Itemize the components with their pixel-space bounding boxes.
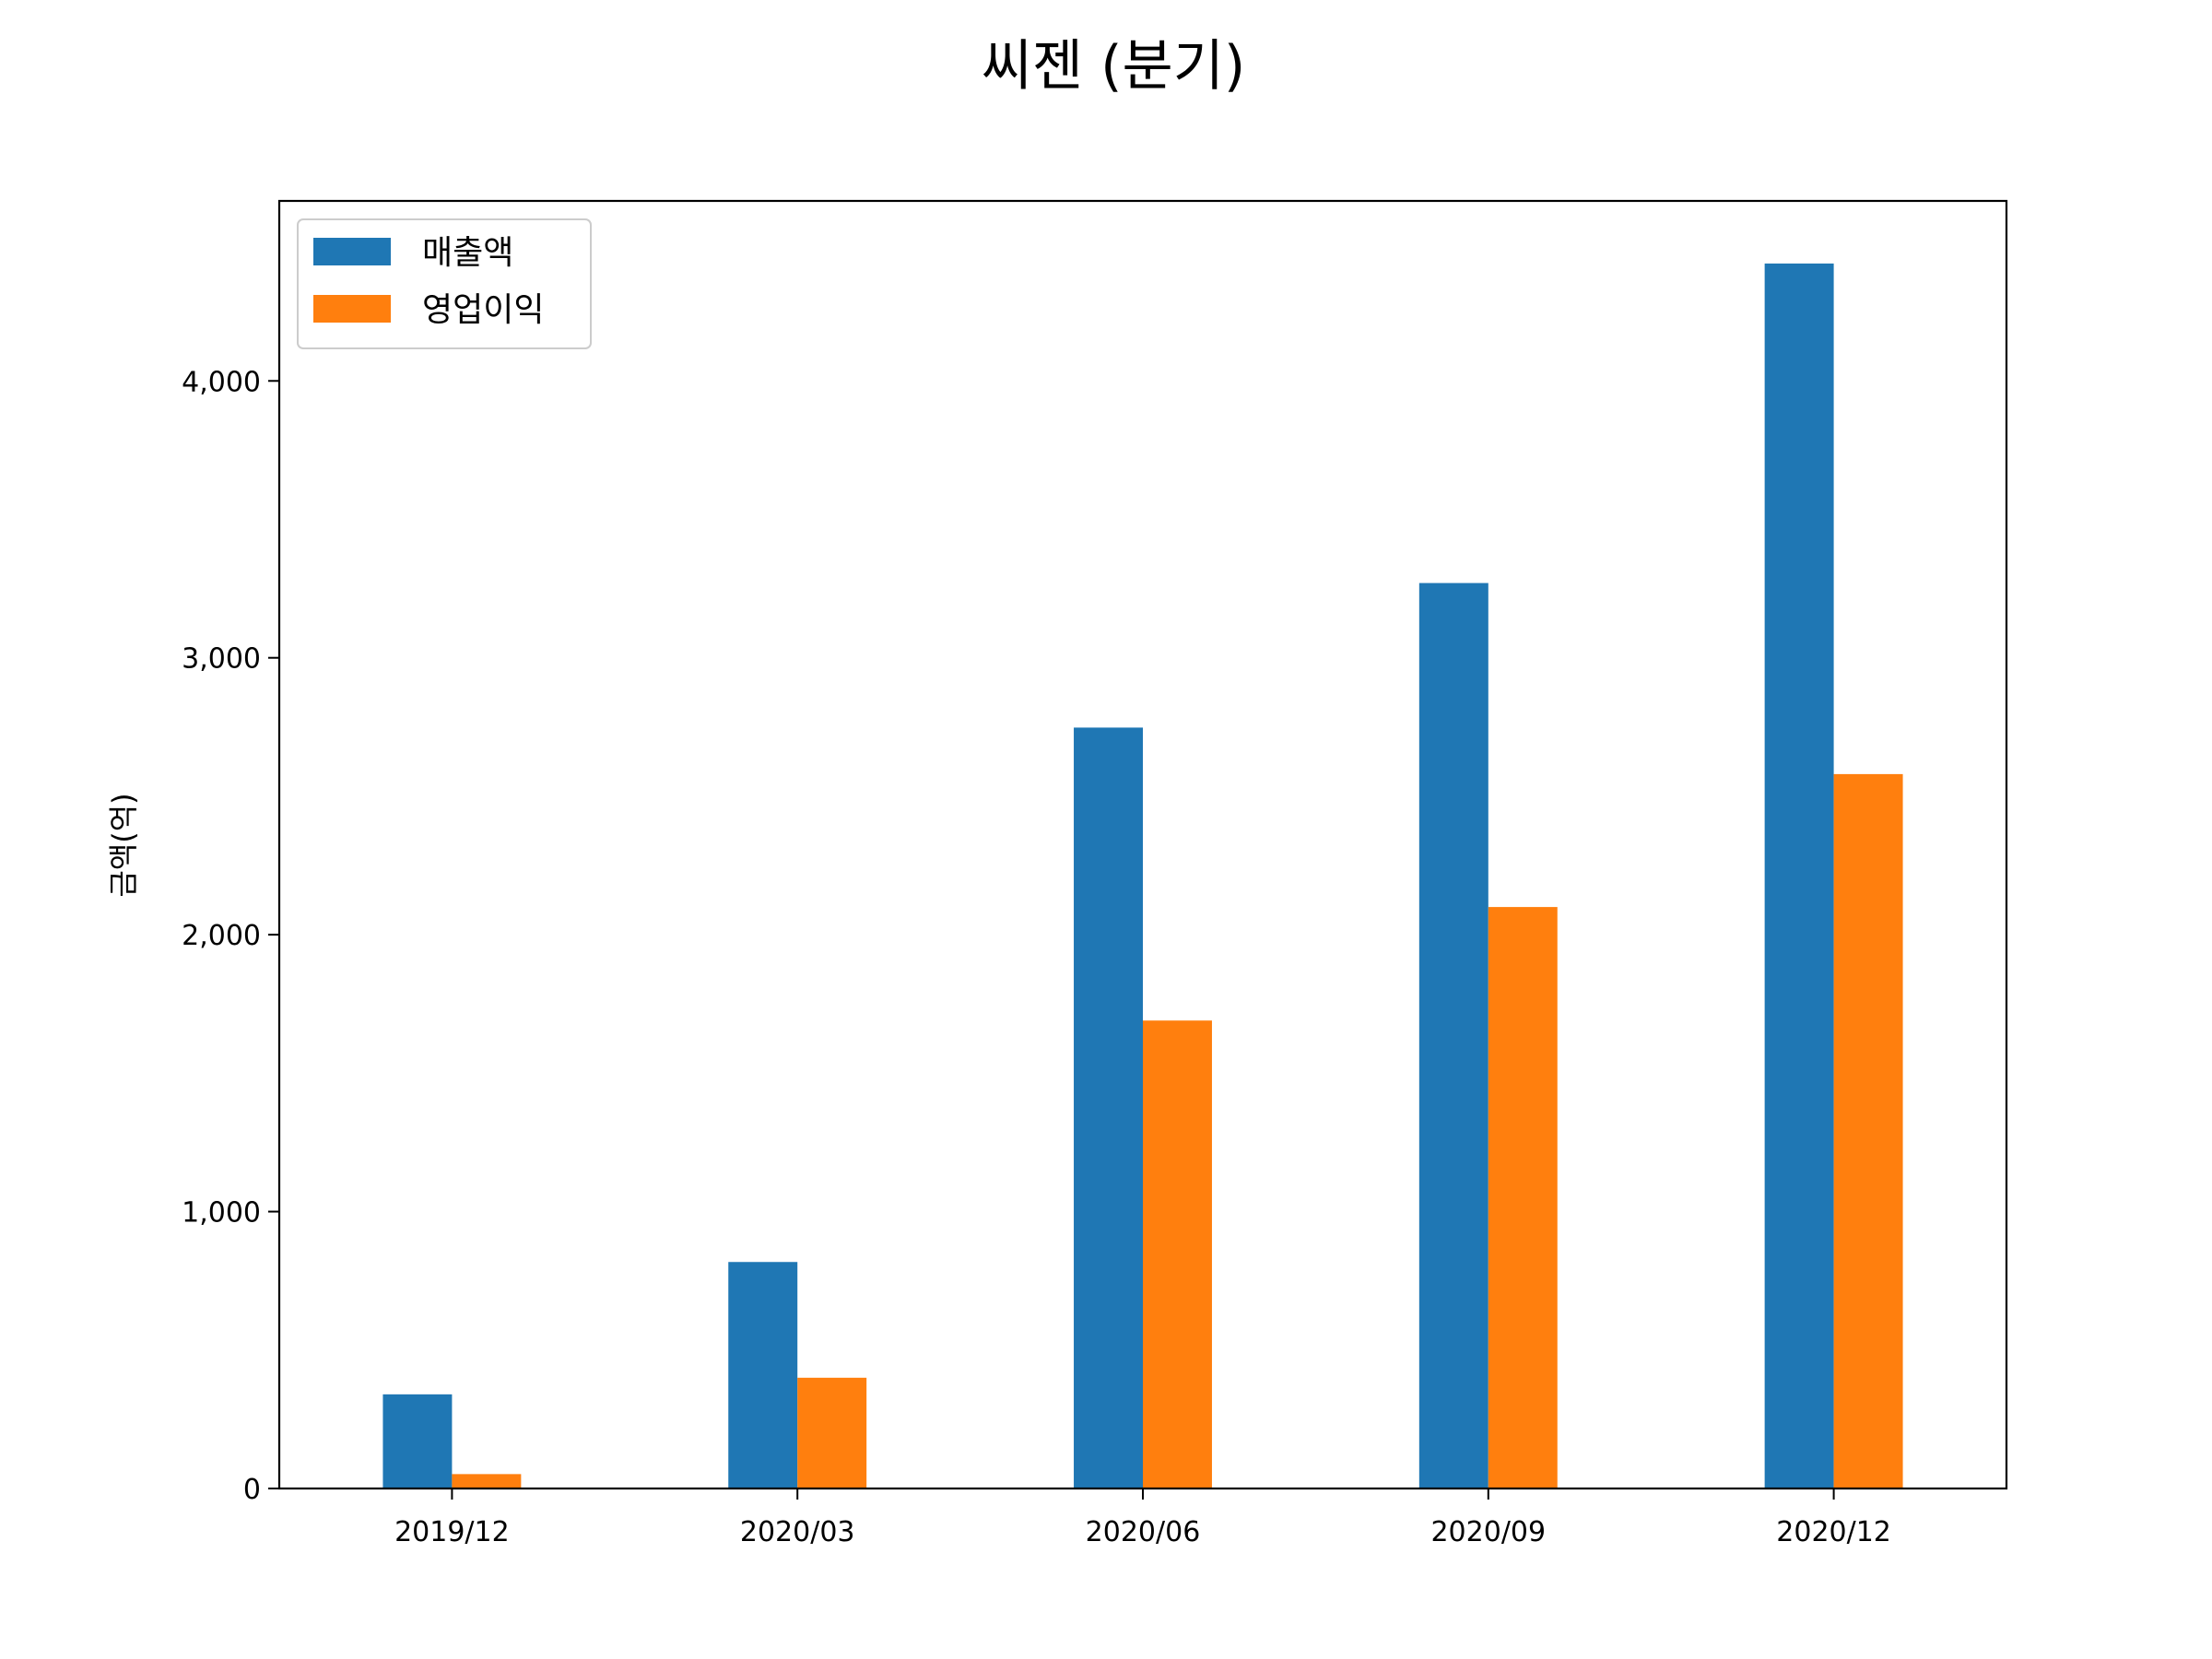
legend: 매출액 영업이익	[297, 218, 592, 349]
y-tick-label: 4,000	[182, 366, 261, 398]
x-tick-label: 2020/03	[740, 1516, 855, 1548]
y-tick-label: 0	[243, 1474, 261, 1506]
legend-swatch-revenue	[313, 238, 391, 265]
x-axis: 2019/12 2020/03 2020/06 2020/09 2020/12	[394, 1488, 1891, 1548]
bar-revenue-2020-03	[728, 1262, 798, 1488]
y-tick-label: 2,000	[182, 920, 261, 952]
chart-title: 씨젠 (분기)	[982, 34, 1246, 99]
bar-operating-profit-2020-12	[1833, 773, 1903, 1488]
bar-revenue-2020-12	[1764, 263, 1834, 1488]
bar-operating-profit-2020-06	[1143, 1020, 1212, 1488]
legend-label-operating-profit: 영업이익	[422, 291, 544, 329]
bar-operating-profit-2020-03	[797, 1377, 867, 1488]
x-tick-label: 2019/12	[394, 1516, 510, 1548]
x-tick-label: 2020/12	[1776, 1516, 1891, 1548]
y-axis-label: 금액(억)	[106, 793, 141, 897]
y-tick-label: 3,000	[182, 643, 261, 676]
bar-revenue-2020-06	[1074, 727, 1143, 1488]
bars-group	[382, 263, 1903, 1488]
y-axis: 0 1,000 2,000 3,000 4,000	[182, 366, 279, 1506]
y-tick-label: 1,000	[182, 1197, 261, 1230]
bar-revenue-2020-09	[1418, 582, 1488, 1488]
x-tick-label: 2020/09	[1430, 1516, 1546, 1548]
bar-revenue-2019-12	[382, 1394, 453, 1488]
bar-operating-profit-2019-12	[452, 1474, 522, 1488]
legend-label-revenue: 매출액	[422, 234, 513, 272]
x-tick-label: 2020/06	[1086, 1516, 1201, 1548]
bar-operating-profit-2020-09	[1488, 907, 1558, 1488]
legend-swatch-operating-profit	[313, 295, 391, 323]
